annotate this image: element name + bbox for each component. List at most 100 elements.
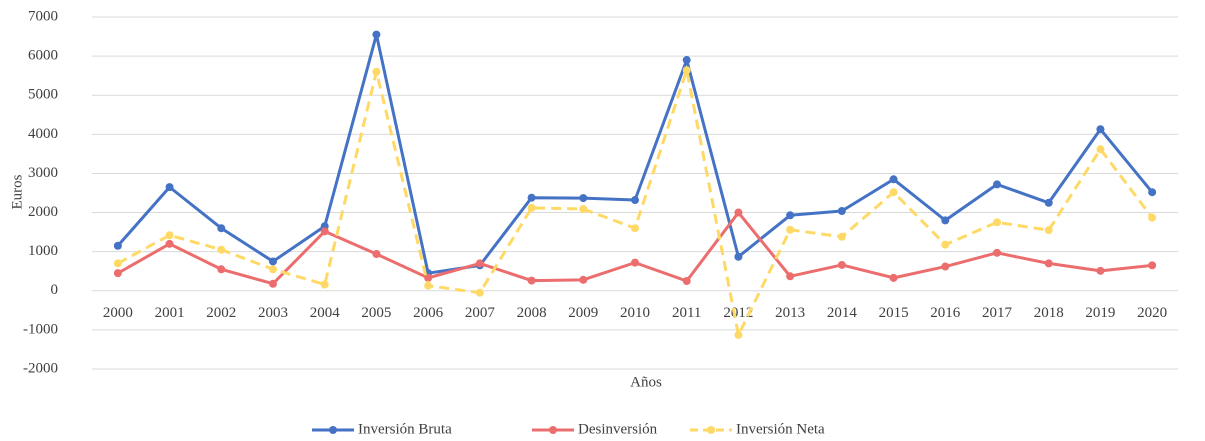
data-point [165,239,174,248]
y-axis-label: Euros [9,174,25,209]
y-tick-label: 2000 [28,204,58,220]
data-point [941,240,950,249]
x-tick-label: 2014 [827,305,858,321]
data-point [631,258,639,267]
x-tick-label: 2006 [413,305,444,321]
data-point [1044,226,1053,235]
data-point [372,67,381,76]
data-point [837,232,846,241]
data-point [1096,145,1105,154]
data-point [269,279,277,288]
x-tick-label: 2017 [982,305,1013,321]
data-point [682,277,691,285]
data-point [579,275,588,284]
data-point [631,224,639,233]
data-point [475,288,484,297]
x-tick-label: 2019 [1085,305,1115,321]
data-point [165,183,174,192]
data-point [217,224,226,233]
legend-marker [329,426,337,434]
x-tick-label: 2012 [723,305,753,321]
x-tick-label: 2008 [517,305,547,321]
data-point [475,259,484,268]
y-tick-label: 7000 [28,8,58,24]
y-tick-label: 3000 [28,165,58,181]
data-point [320,280,329,289]
data-point [424,273,433,282]
x-tick-label: 2000 [103,305,133,321]
data-point [941,216,950,225]
y-tick-label: 6000 [28,48,58,64]
legend-marker [549,426,557,434]
y-tick-label: 5000 [28,87,58,103]
data-point [786,225,795,234]
data-point [889,175,898,184]
data-point [372,30,381,39]
data-point [682,56,691,65]
data-point [217,245,226,254]
data-point [786,211,795,220]
data-point [1148,261,1157,270]
data-point [527,276,536,285]
data-point [1096,266,1105,275]
x-tick-label: 2005 [361,305,391,321]
y-tick-label: -2000 [23,360,58,376]
series-line [116,33,1154,275]
legend-label: Desinversión [578,421,658,437]
x-tick-label: 2003 [258,305,288,321]
x-tick-label: 2016 [930,305,961,321]
x-tick-label: 2002 [206,305,236,321]
data-point [682,66,691,75]
x-tick-label: 2009 [568,305,598,321]
data-point [734,208,743,217]
x-tick-label: 2010 [620,305,650,321]
x-tick-label: 2015 [879,305,909,321]
data-point [993,218,1001,227]
data-point [786,272,795,281]
data-point [579,205,588,214]
data-point [889,188,898,197]
data-point [527,193,536,202]
data-point [837,206,846,215]
x-tick-label: 2013 [775,305,805,321]
data-point [372,250,381,259]
data-point [734,330,743,339]
data-point [113,269,122,278]
x-tick-label: 2001 [155,305,185,321]
data-point [579,194,588,203]
data-point [993,180,1001,189]
data-point [889,273,898,282]
data-point [1096,125,1105,134]
data-point [113,259,122,268]
y-tick-label: 0 [51,282,59,298]
data-point [320,227,329,236]
y-tick-label: -1000 [23,321,58,337]
data-point [165,231,174,240]
data-point [424,281,433,290]
data-point [113,241,122,250]
y-tick-label: 1000 [28,243,58,259]
x-tick-label: 2007 [465,305,496,321]
data-point [1044,259,1053,268]
data-point [1148,213,1157,222]
legend-marker [707,426,715,434]
data-point [631,196,639,205]
x-tick-label: 2004 [310,305,341,321]
y-tick-label: 4000 [28,126,58,142]
data-point [217,265,226,274]
data-point [941,262,950,271]
data-point [1148,188,1157,197]
legend-label: Inversión Bruta [358,421,452,437]
data-point [269,265,277,274]
data-point [837,260,846,269]
x-tick-label: 2018 [1034,305,1064,321]
legend-label: Inversión Neta [736,421,825,437]
data-point [527,203,536,212]
data-point [1044,198,1053,207]
data-point [269,257,277,266]
data-point [734,252,743,261]
x-tick-label: 2011 [672,305,701,321]
x-axis-label: Años [630,374,662,390]
x-tick-label: 2020 [1137,305,1167,321]
